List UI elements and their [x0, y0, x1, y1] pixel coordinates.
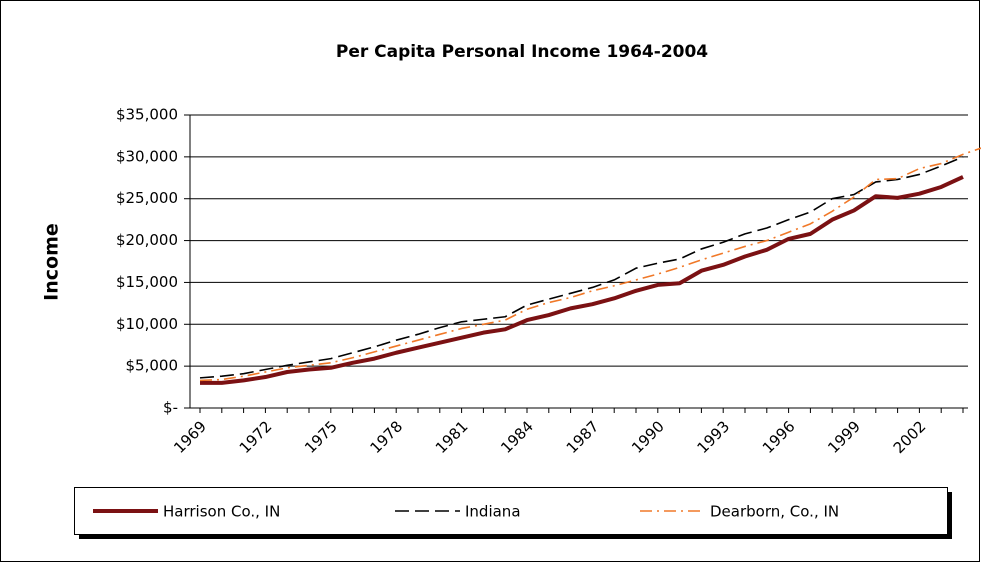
y-tick-label: $25,000 — [116, 189, 178, 207]
legend-label: Indiana — [465, 503, 521, 521]
chart-title: Per Capita Personal Income 1964-2004 — [336, 42, 708, 62]
y-axis-label: Income — [41, 223, 63, 301]
series-line — [199, 147, 981, 382]
y-tick-label: $20,000 — [116, 231, 178, 249]
y-tick-label: $5,000 — [126, 357, 179, 375]
y-tick-label: $- — [163, 399, 178, 417]
legend-label: Harrison Co., IN — [163, 503, 280, 521]
y-tick-label: $10,000 — [116, 315, 178, 333]
series-line — [200, 175, 964, 385]
series-line — [199, 156, 964, 379]
y-tick-label: $30,000 — [116, 147, 178, 165]
y-tick-label: $15,000 — [116, 273, 178, 291]
legend-box — [74, 487, 948, 535]
legend-label: Dearborn, Co., IN — [710, 503, 839, 521]
y-tick-label: $35,000 — [116, 106, 178, 124]
